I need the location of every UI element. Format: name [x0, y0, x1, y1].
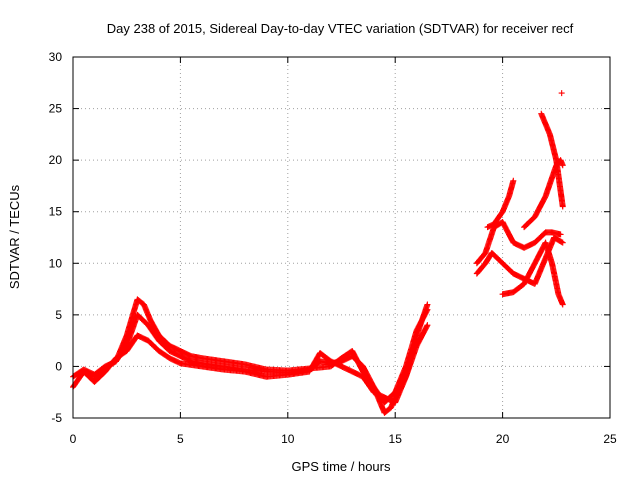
data-point-marker: [559, 301, 566, 308]
x-axis-label: GPS time / hours: [292, 459, 391, 474]
y-tick-label: 15: [49, 205, 63, 219]
y-tick-label: 30: [49, 50, 63, 64]
series-track-7: [499, 239, 566, 308]
data-point-marker: [424, 322, 431, 329]
x-tick-label: 0: [70, 432, 77, 446]
y-tick-label: 5: [55, 308, 62, 322]
series-track-9: [538, 110, 566, 210]
series-track-1: [70, 301, 431, 416]
data-point-marker: [558, 90, 565, 97]
data-point-marker: [559, 203, 566, 210]
series-track-4: [473, 219, 564, 267]
data-point-marker: [557, 231, 564, 238]
y-tick-label: 20: [49, 153, 63, 167]
data-point-marker: [510, 177, 517, 184]
data-point-marker: [424, 301, 431, 308]
y-tick-label: 25: [49, 102, 63, 116]
series-track-6: [484, 177, 517, 231]
series-track-2: [70, 296, 431, 406]
series-track-3: [80, 322, 431, 406]
series-track-10: [558, 90, 565, 97]
data-point-marker: [559, 162, 566, 169]
x-tick-label: 25: [603, 432, 617, 446]
data-point-marker: [559, 239, 566, 246]
x-tick-label: 15: [389, 432, 403, 446]
tick-labels: 0 5 10 15 20 25 -5 0 5 10 15 20 25 30: [49, 50, 617, 446]
x-tick-label: 20: [496, 432, 510, 446]
y-tick-label: 10: [49, 256, 63, 270]
chart-title: Day 238 of 2015, Sidereal Day-to-day VTE…: [107, 21, 574, 36]
y-tick-label: 0: [55, 359, 62, 373]
y-axis-label: SDTVAR / TECUs: [7, 184, 22, 289]
x-tick-label: 10: [281, 432, 295, 446]
series-track-8: [521, 157, 566, 231]
data-points: [70, 90, 566, 416]
data-point-marker: [558, 239, 565, 246]
y-tick-label: -5: [51, 411, 62, 425]
x-tick-label: 5: [177, 432, 184, 446]
plot-frame: [72, 56, 611, 419]
data-point-marker: [424, 306, 431, 313]
